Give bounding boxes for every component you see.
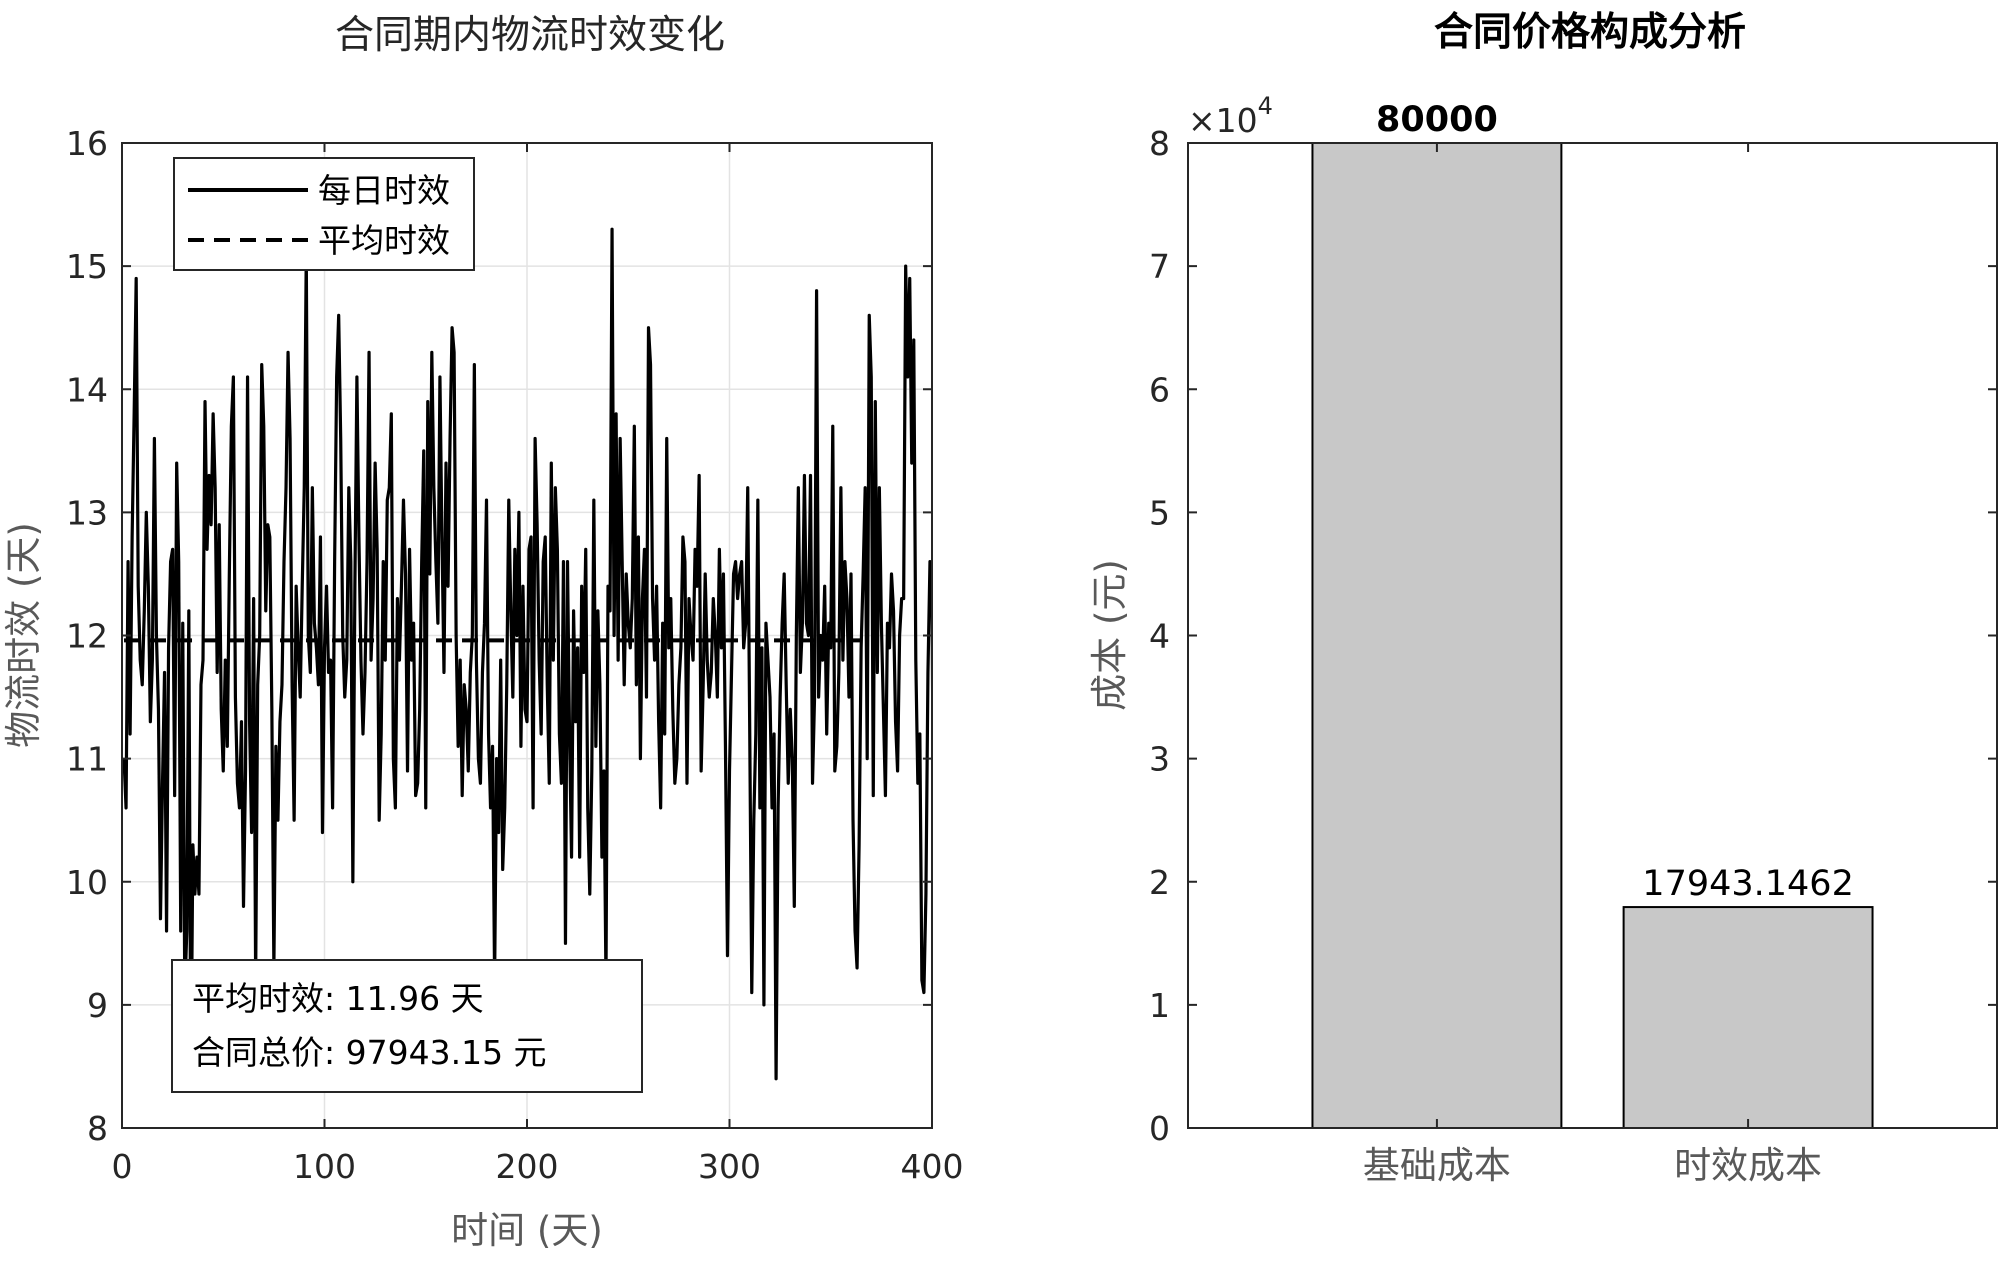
left-x-axis-label: 时间 (天)	[451, 1209, 603, 1252]
left-y-tick-label: 14	[66, 370, 108, 409]
right-y-tick-label: 2	[1149, 863, 1170, 902]
right-bars-group: 80000 17943.1462	[1311, 100, 1874, 1129]
left-y-tick-label: 15	[66, 247, 108, 286]
left-y-tick-label: 8	[87, 1109, 108, 1148]
right-y-tick-label: 5	[1149, 493, 1170, 532]
left-series-group	[122, 227, 932, 1093]
bar-0	[1311, 142, 1563, 1129]
price-composition-chart: 合同价格构成分析 80000 17943.1462 基础成本 时效成本 0 1 2 3 4 5 6…	[1088, 10, 1999, 1187]
right-y-tick-label: 0	[1149, 1109, 1170, 1148]
right-chart-title: 合同价格构成分析	[1434, 10, 1746, 55]
right-category-label-1: 时效成本	[1674, 1144, 1822, 1187]
left-y-tick-label: 12	[66, 617, 108, 656]
left-y-tick-label: 9	[87, 986, 108, 1025]
logistics-timeliness-chart: 合同期内物流时效变化 0 100 200 300 400 8 9 10 11 12 13 14 15 16…	[2, 13, 964, 1252]
bar-1	[1622, 906, 1874, 1129]
right-plot-area	[1188, 143, 1999, 1128]
exponent-power: 4	[1258, 92, 1273, 120]
left-x-tick-label: 100	[293, 1147, 356, 1186]
left-x-tick-label: 200	[496, 1147, 559, 1186]
summary-annotation: 平均时效: 11.96 天 合同总价: 97943.15 元	[171, 959, 643, 1093]
left-y-tick-label: 16	[66, 124, 108, 163]
left-x-tick-label: 300	[698, 1147, 761, 1186]
legend-box	[173, 157, 475, 271]
right-y-tick-label: 4	[1149, 617, 1170, 656]
right-y-tick-label: 7	[1149, 247, 1170, 286]
series-daily-timeliness-line	[122, 227, 932, 1093]
right-y-tick-label: 3	[1149, 740, 1170, 779]
summary-box	[171, 959, 643, 1093]
left-y-tick-label: 10	[66, 863, 108, 902]
left-ticks: 0 100 200 300 400 8 9 10 11 12 13 14 15 16	[66, 124, 964, 1186]
exponent-base: ×10	[1188, 101, 1258, 140]
right-y-axis-label: 成本 (元)	[1088, 559, 1131, 711]
left-chart-title: 合同期内物流时效变化	[335, 13, 725, 58]
right-category-label-0: 基础成本	[1363, 1144, 1511, 1187]
left-y-axis-label: 物流时效 (天)	[2, 522, 45, 748]
right-y-tick-label: 1	[1149, 986, 1170, 1025]
right-y-tick-label: 8	[1149, 124, 1170, 163]
left-x-tick-label: 400	[901, 1147, 964, 1186]
bar-value-label-1: 17943.1462	[1642, 864, 1854, 904]
bar-value-label-0: 80000	[1376, 100, 1498, 140]
left-x-tick-label: 0	[112, 1147, 133, 1186]
right-y-tick-label: 6	[1149, 370, 1170, 409]
right-ticks: 基础成本 时效成本 0 1 2 3 4 5 6 7 8	[1149, 124, 1997, 1187]
summary-average-text: 平均时效: 11.96 天	[192, 979, 484, 1018]
summary-total-price-text: 合同总价: 97943.15 元	[192, 1033, 547, 1072]
legend-entry-average: 平均时效	[318, 221, 450, 260]
left-legend: 每日时效 平均时效	[173, 157, 475, 271]
legend-entry-daily: 每日时效	[318, 171, 450, 210]
left-y-tick-label: 11	[66, 740, 108, 779]
right-exponent-label: ×104	[1188, 92, 1273, 140]
left-y-tick-label: 13	[66, 493, 108, 532]
